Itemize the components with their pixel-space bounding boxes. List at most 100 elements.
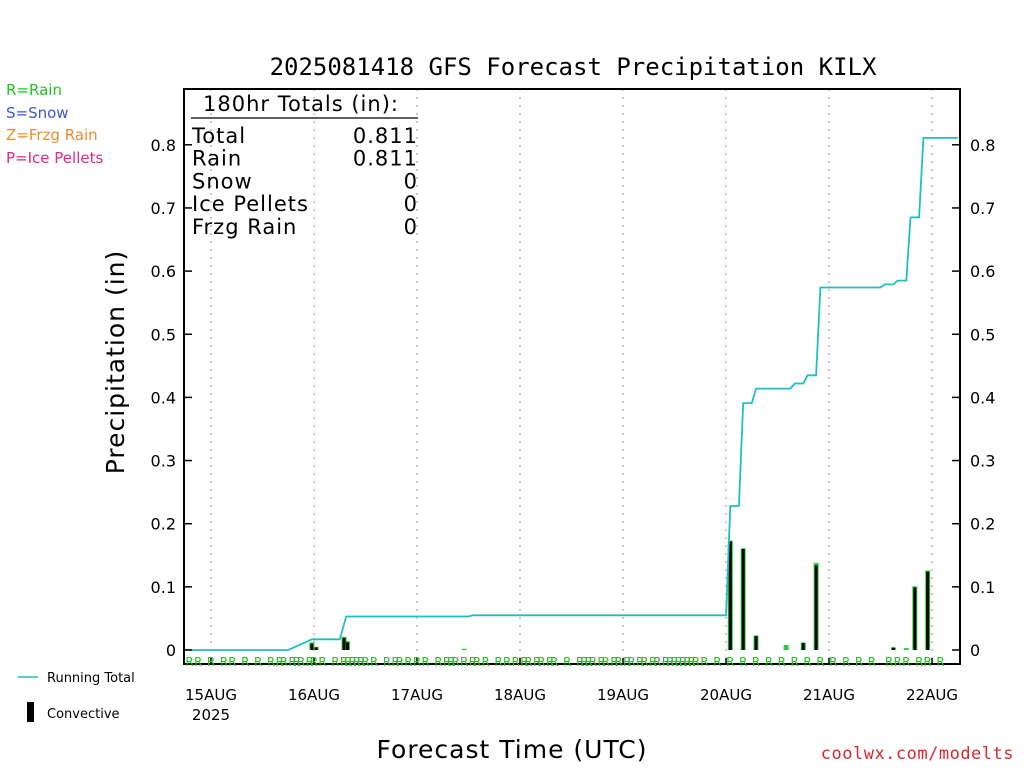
ptype-marker-rain: R [451,655,459,669]
ptype-marker-rain: R [391,655,399,669]
ptype-marker-rain: R [254,655,262,669]
ptype-marker-rain: R [546,655,554,669]
y-tick-label-right: 0.5 [970,325,995,344]
y-tick-label-right: 0.3 [970,452,995,471]
ptype-marker-rain: R [640,655,648,669]
ptype-marker-rain: R [275,655,283,669]
ptype-marker-rain: R [563,655,571,669]
ptype-marker-rain: R [610,655,618,669]
x-tick-sublabel: 2025 [192,706,230,724]
convective-legend-label: Convective [47,707,120,722]
ptype-marker-rain: R [306,655,314,669]
ptype-marker-rain: R [550,655,558,669]
ptype-marker-rain: R [855,655,863,669]
ptype-marker-rain: R [241,655,249,669]
ptype-marker-rain: R [460,655,468,669]
ptype-marker-rain: R [868,655,876,669]
y-tick-label-right: 0.8 [970,136,995,155]
x-tick-label: 16AUG [288,686,340,704]
ptype-marker-rain: R [713,655,721,669]
ptype-marker-rain: R [481,655,489,669]
y-tick-label-right: 0.7 [970,199,995,218]
ptype-marker-rain: R [580,655,588,669]
ptype-marker-rain: R [348,655,356,669]
ptype-marker-rain: R [752,655,760,669]
ptype-marker-rain: R [185,655,193,669]
bottom-legend: Running Total Convective [18,671,135,722]
ptype-marker-rain: R [687,655,695,669]
chart-title: 2025081418 GFS Forecast Precipitation KI… [270,53,877,81]
convective-bar [891,647,895,650]
convective-legend-swatch [27,702,34,722]
y-tick-label-left: 0.8 [151,136,176,155]
ptype-marker-rain: R [915,655,923,669]
y-tick-label-left: 0.5 [151,325,176,344]
ptype-marker-rain: R [310,655,318,669]
convective-bar [741,548,745,650]
ptype-marker-rain: R [683,655,691,669]
ptype-marker-rain: R [790,655,798,669]
ptype-marker-rain: R [739,655,747,669]
convective-bar [814,565,818,650]
totals-row-value: 0 [404,169,418,193]
ptype-marker-rain: R [649,655,657,669]
ptype-marker-rain: R [627,655,635,669]
totals-box: 180hr Totals (in): Total 0.811 Rain 0.811 Sno… [191,92,418,239]
ptype-marker-rain: R [803,655,811,669]
ptype-marker-rain: R [404,655,412,669]
ptype-marker-rain: R [679,655,687,669]
ptype-marker-rain: R [340,655,348,669]
ptype-marker-rain: R [816,655,824,669]
totals-row-value: 0.811 [353,124,418,148]
ptype-marker-rain: R [220,655,228,669]
ptype-marker-rain: R [765,655,773,669]
totals-row-label: Ice Pellets [192,192,309,216]
ptype-marker-rain: R [293,655,301,669]
ptype-marker-rain: R [666,655,674,669]
x-tick-label: 15AUG [185,686,237,704]
ptype-marker-rain: R [267,655,275,669]
y-tick-label-right: 0.2 [970,515,995,534]
ptype-marker-rain: R [421,655,429,669]
ptype-marker-rain: R [675,655,683,669]
rain-bar [461,648,467,650]
ptype-marker-rain: R [370,655,378,669]
ptype-marker-rain: R [318,655,326,669]
convective-bar [801,643,805,650]
convective-bar [345,642,349,650]
ptype-marker-rain: R [636,655,644,669]
axes-layer: 15AUG 2025 16AUG 17AUG 18AUG 19AUG 20AUG 21AUG 2… [151,88,995,724]
ptype-marker-rain: R [885,655,893,669]
convective-bar [728,541,732,650]
rain-bar [903,648,909,650]
totals-row-label: Rain [192,147,242,171]
ptype-marker-rain: R [280,655,288,669]
ptype-marker-rain: R [434,655,442,669]
ptype-marker-rain: R [576,655,584,669]
ptype-marker-rain: R [936,655,944,669]
legend-frzg-rain: Z=Frzg Rain [6,126,98,144]
ptype-marker-rain: R [533,655,541,669]
ptype-marker-rain: R [584,655,592,669]
ptype-marker-rain: R [447,655,455,669]
y-tick-label-left: 0.2 [151,515,176,534]
ptype-marker-rain: R [396,655,404,669]
legend-ice-pellets: P=Ice Pellets [6,149,104,167]
ptype-marker-rain: R [413,655,421,669]
y-tick-label-left: 0.4 [151,388,176,407]
x-tick-label: 17AUG [391,686,443,704]
ptype-marker-rain: R [602,655,610,669]
ptype-marker-rain: R [469,655,477,669]
y-tick-label-left: 0 [166,641,176,660]
ptype-marker-rain: R [512,655,520,669]
totals-row-value: 0 [404,192,418,216]
ptype-marker-rain: R [331,655,339,669]
ptype-marker-rain: R [207,655,215,669]
running-total-layer [185,136,958,651]
ptype-marker-rain: R [524,655,532,669]
y-tick-label-right: 0.1 [970,578,995,597]
ptype-marker-rain: R [383,655,391,669]
ptype-marker-rain: R [344,655,352,669]
